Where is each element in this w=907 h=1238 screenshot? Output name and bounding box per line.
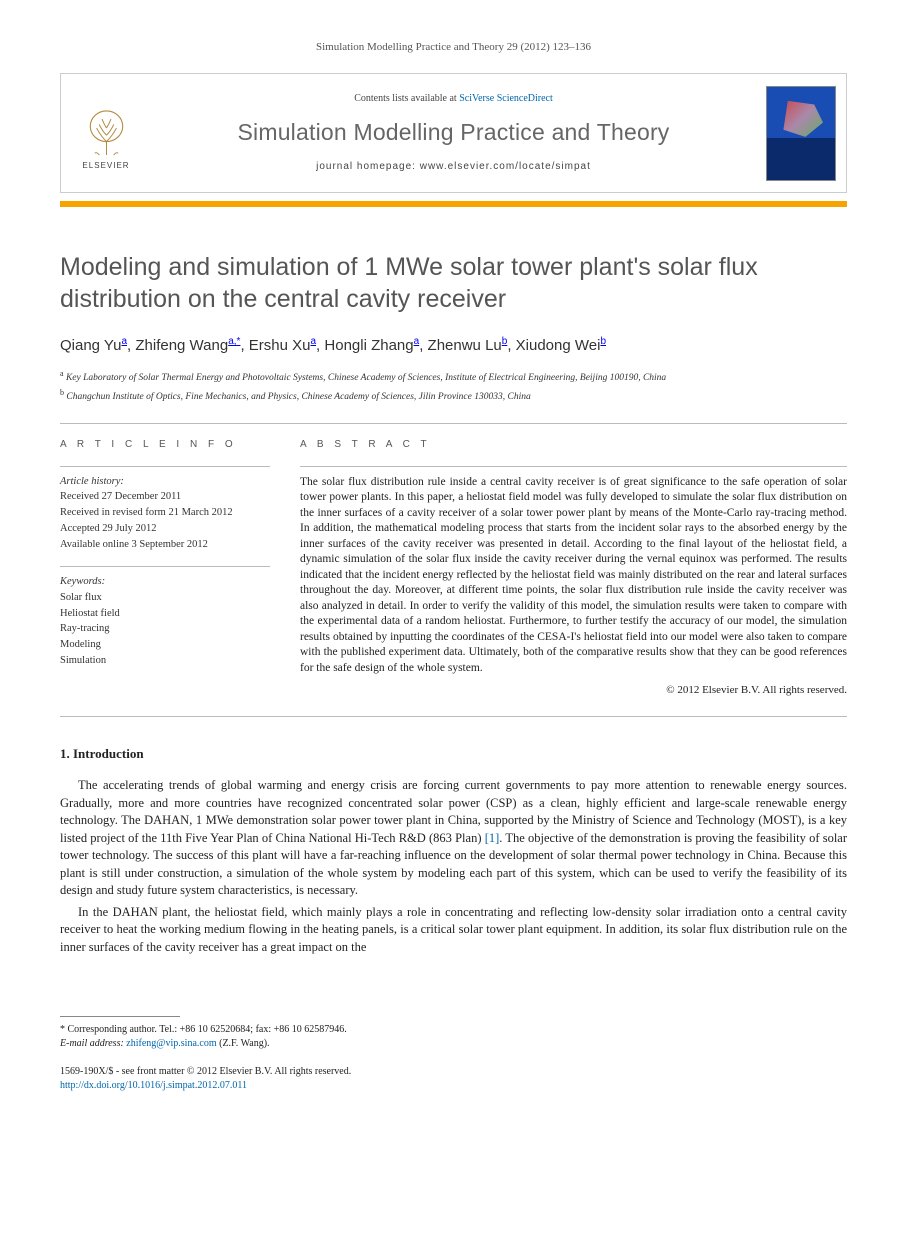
abstract-copyright: © 2012 Elsevier B.V. All rights reserved… bbox=[300, 683, 847, 698]
issn-line: 1569-190X/$ - see front matter © 2012 El… bbox=[60, 1065, 847, 1079]
contents-available-line: Contents lists available at SciVerse Sci… bbox=[354, 92, 553, 106]
keyword: Heliostat field bbox=[60, 607, 270, 622]
affiliation-b: b Changchun Institute of Optics, Fine Me… bbox=[60, 387, 847, 404]
aff-link[interactable]: a bbox=[414, 336, 420, 347]
article-info-col: A R T I C L E I N F O Article history: R… bbox=[60, 438, 270, 698]
history-received: Received 27 December 2011 bbox=[60, 490, 270, 505]
author-affref: a bbox=[414, 336, 420, 347]
homepage-url: www.elsevier.com/locate/simpat bbox=[420, 161, 591, 172]
aff-link[interactable]: a bbox=[310, 336, 316, 347]
keyword: Simulation bbox=[60, 654, 270, 669]
history-accepted: Accepted 29 July 2012 bbox=[60, 522, 270, 537]
author-list: Qiang Yua, Zhifeng Wanga,*, Ershu Xua, H… bbox=[60, 335, 847, 356]
keyword: Solar flux bbox=[60, 591, 270, 606]
footnote-rule bbox=[60, 1016, 180, 1017]
intro-paragraph-1: The accelerating trends of global warmin… bbox=[60, 777, 847, 900]
aff-link[interactable]: b bbox=[502, 336, 508, 347]
corresponding-author-note: * Corresponding author. Tel.: +86 10 625… bbox=[60, 1023, 847, 1037]
article-info-head: A R T I C L E I N F O bbox=[60, 438, 270, 452]
history-head: Article history: bbox=[60, 475, 270, 490]
intro-paragraph-2: In the DAHAN plant, the heliostat field,… bbox=[60, 904, 847, 957]
keywords-block: Keywords: Solar flux Heliostat field Ray… bbox=[60, 575, 270, 668]
doi-link[interactable]: http://dx.doi.org/10.1016/j.simpat.2012.… bbox=[60, 1080, 247, 1091]
history-online: Available online 3 September 2012 bbox=[60, 538, 270, 553]
contents-prefix: Contents lists available at bbox=[354, 93, 459, 104]
elsevier-logo: ELSEVIER bbox=[76, 96, 136, 171]
journal-name: Simulation Modelling Practice and Theory bbox=[237, 116, 669, 148]
email-link[interactable]: zhifeng@vip.sina.com bbox=[126, 1038, 216, 1049]
journal-cover-cell bbox=[756, 74, 846, 192]
divider bbox=[60, 423, 847, 424]
citation-link[interactable]: [1] bbox=[485, 831, 500, 845]
author: Zhenwu Lu bbox=[428, 337, 502, 354]
affiliation-text: Changchun Institute of Optics, Fine Mech… bbox=[66, 393, 530, 403]
gold-divider-bar bbox=[60, 201, 847, 207]
publisher-logo-cell: ELSEVIER bbox=[61, 74, 151, 192]
email-attribution: (Z.F. Wang). bbox=[217, 1038, 270, 1049]
elsevier-tree-icon bbox=[84, 108, 129, 158]
keyword: Modeling bbox=[60, 638, 270, 653]
abstract-col: A B S T R A C T The solar flux distribut… bbox=[300, 438, 847, 698]
author-affref: a bbox=[310, 336, 316, 347]
sciencedirect-link[interactable]: SciVerse ScienceDirect bbox=[459, 93, 553, 104]
keyword: Ray-tracing bbox=[60, 622, 270, 637]
author: Zhifeng Wang bbox=[135, 337, 228, 354]
affiliation-text: Key Laboratory of Solar Thermal Energy a… bbox=[66, 373, 666, 383]
divider bbox=[300, 466, 847, 467]
journal-homepage-line: journal homepage: www.elsevier.com/locat… bbox=[316, 160, 591, 174]
author: Qiang Yu bbox=[60, 337, 121, 354]
homepage-prefix: journal homepage: bbox=[316, 161, 420, 172]
publisher-name: ELSEVIER bbox=[82, 160, 129, 171]
author: Xiudong Wei bbox=[516, 337, 601, 354]
aff-link[interactable]: a bbox=[121, 336, 127, 347]
author-affref: a bbox=[121, 336, 127, 347]
journal-cover-thumbnail bbox=[766, 86, 836, 181]
divider bbox=[60, 566, 270, 567]
author-affref: b bbox=[600, 336, 606, 347]
author-affref: b bbox=[502, 336, 508, 347]
aff-link[interactable]: a, bbox=[228, 336, 236, 347]
email-footnote: E-mail address: zhifeng@vip.sina.com (Z.… bbox=[60, 1037, 847, 1051]
history-block: Article history: Received 27 December 20… bbox=[60, 475, 270, 552]
journal-header-box: ELSEVIER Contents lists available at Sci… bbox=[60, 73, 847, 193]
corr-link[interactable]: * bbox=[237, 336, 241, 347]
abstract-head: A B S T R A C T bbox=[300, 438, 847, 452]
author-affref: a,* bbox=[228, 336, 240, 347]
footer-block: 1569-190X/$ - see front matter © 2012 El… bbox=[60, 1065, 847, 1093]
author: Hongli Zhang bbox=[324, 337, 413, 354]
divider bbox=[60, 716, 847, 717]
affiliation-a: a Key Laboratory of Solar Thermal Energy… bbox=[60, 368, 847, 385]
info-abstract-row: A R T I C L E I N F O Article history: R… bbox=[60, 438, 847, 698]
aff-link[interactable]: b bbox=[600, 336, 606, 347]
history-revised: Received in revised form 21 March 2012 bbox=[60, 506, 270, 521]
section-1-head: 1. Introduction bbox=[60, 745, 847, 763]
author: Ershu Xu bbox=[249, 337, 311, 354]
divider bbox=[60, 466, 270, 467]
article-title: Modeling and simulation of 1 MWe solar t… bbox=[60, 252, 847, 315]
email-label: E-mail address: bbox=[60, 1038, 126, 1049]
abstract-text: The solar flux distribution rule inside … bbox=[300, 475, 847, 677]
journal-reference: Simulation Modelling Practice and Theory… bbox=[60, 40, 847, 55]
journal-header-center: Contents lists available at SciVerse Sci… bbox=[151, 74, 756, 192]
keywords-head: Keywords: bbox=[60, 575, 270, 590]
